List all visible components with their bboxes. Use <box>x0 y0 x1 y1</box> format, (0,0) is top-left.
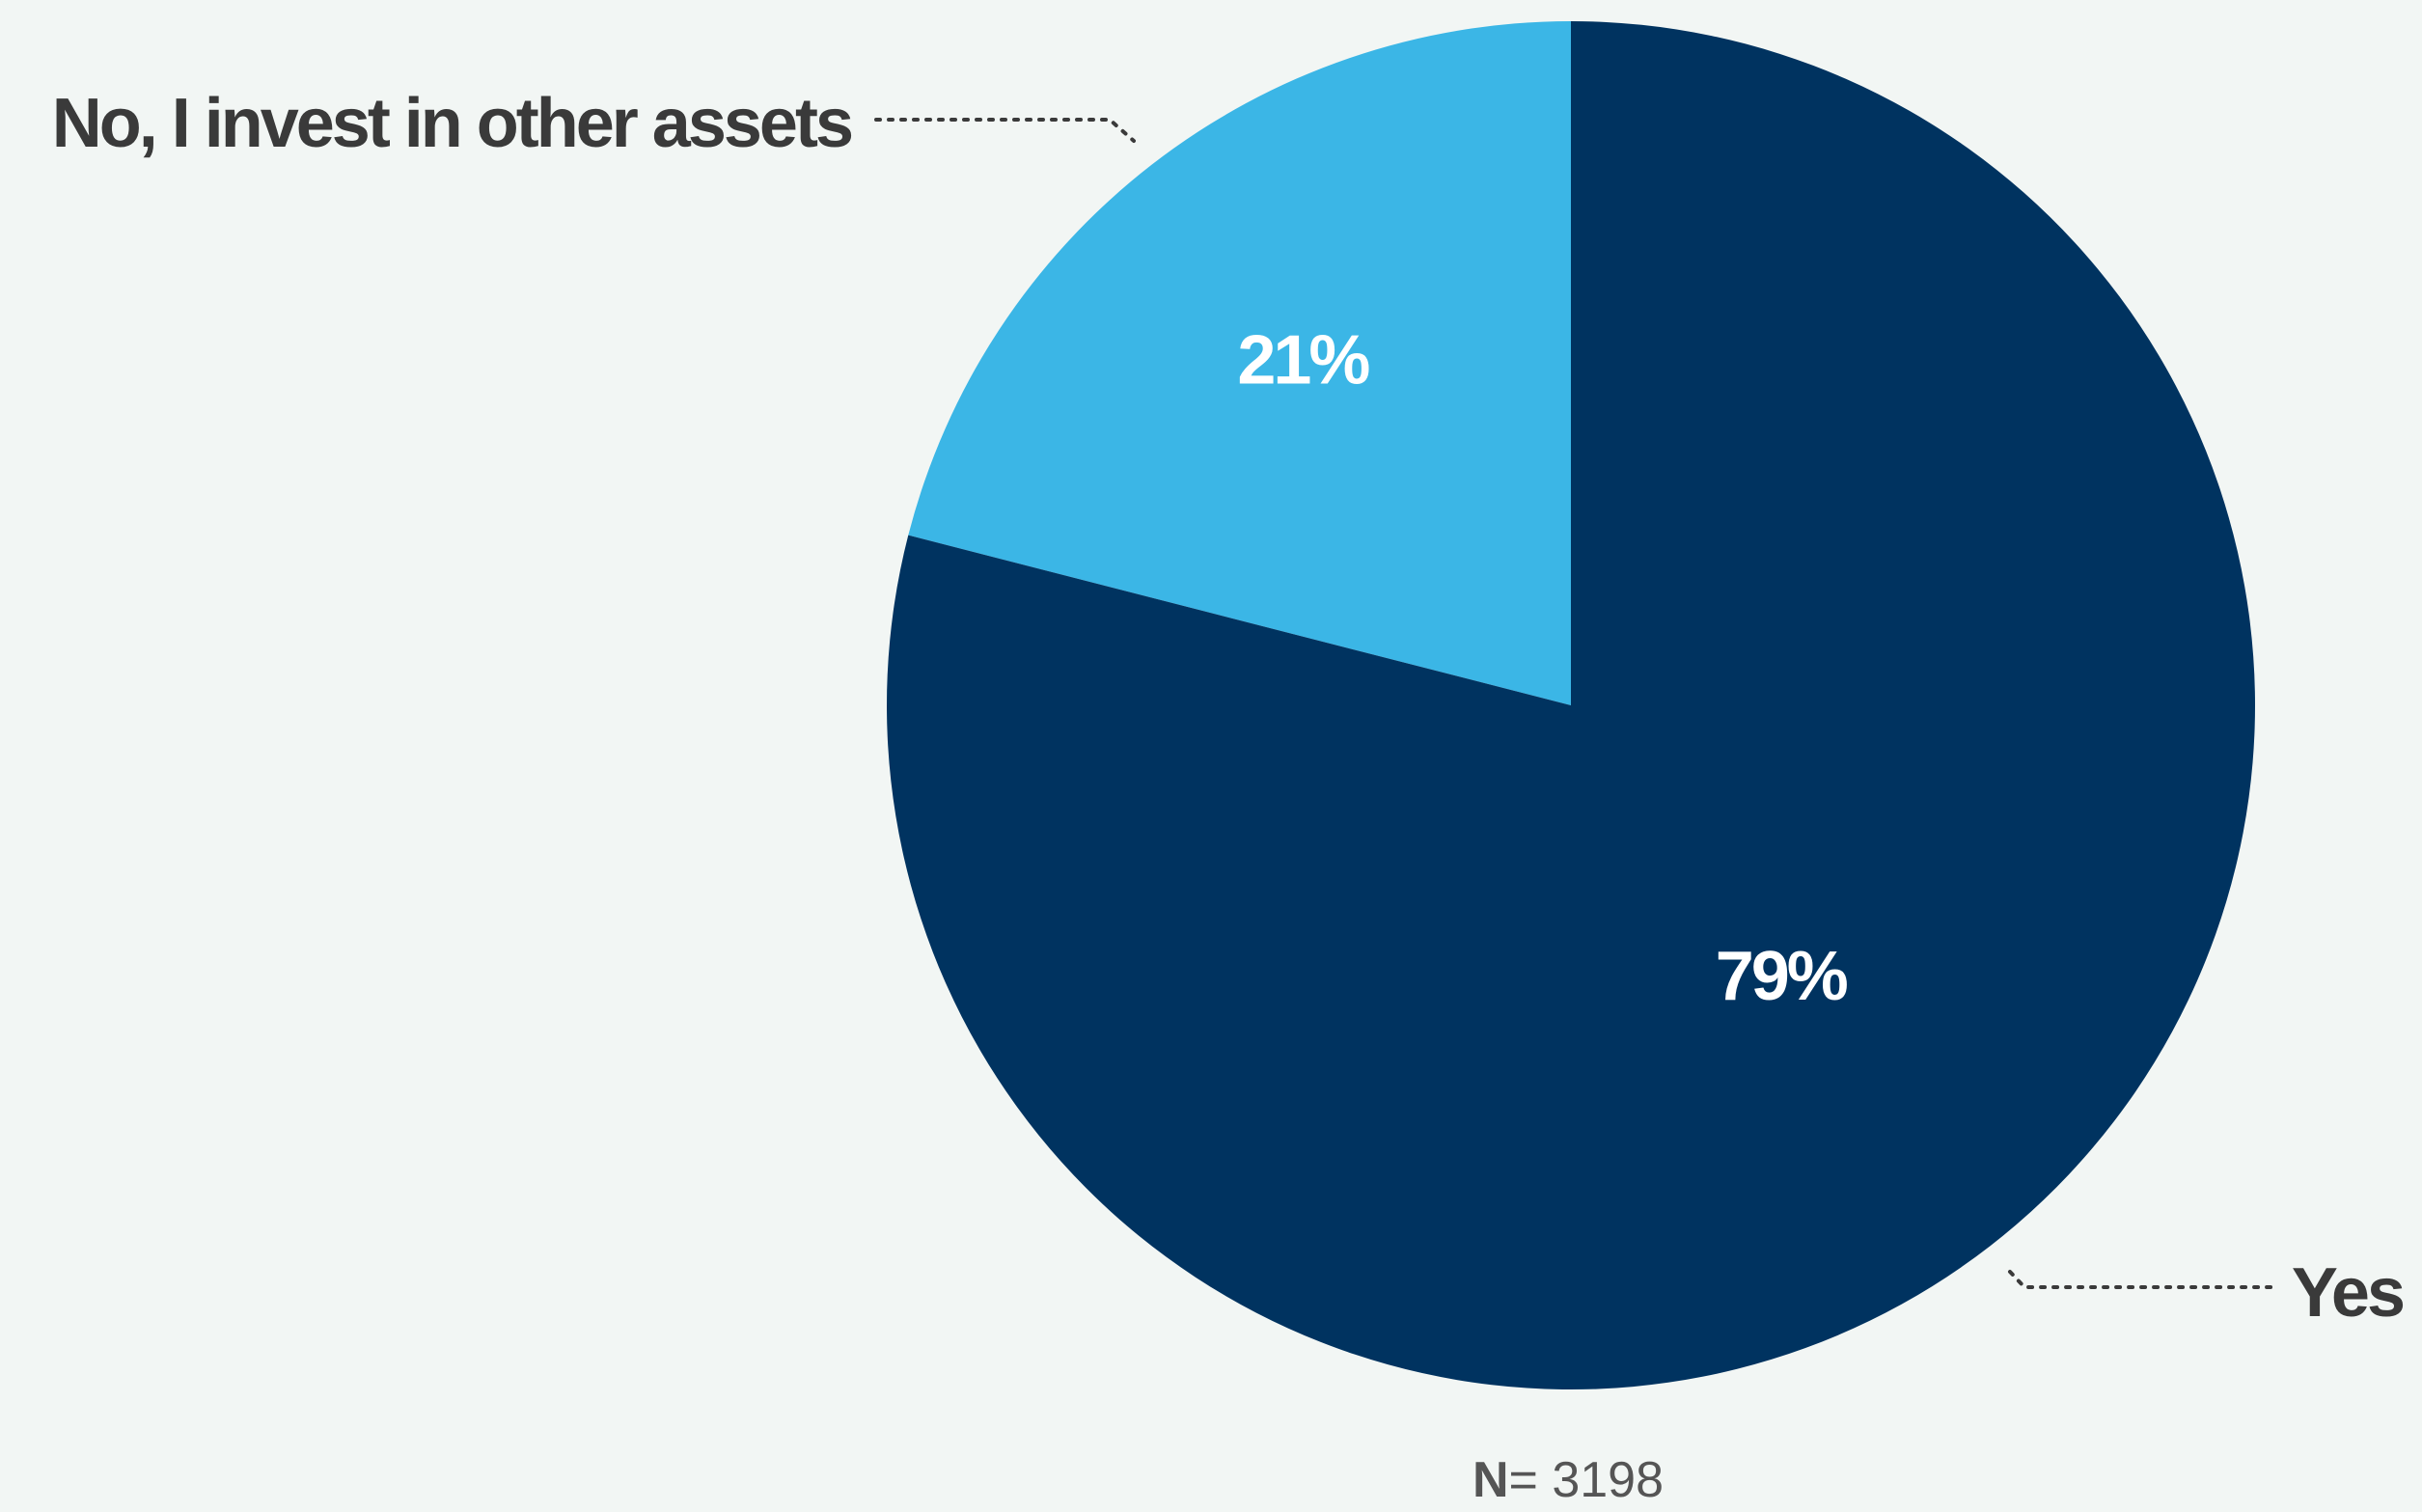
pie-slice-no-i-invest-in-other-assets <box>908 21 1571 705</box>
slice-value-label-no-i-invest-in-other-assets: 21% <box>1237 321 1369 399</box>
pie-slice-yes <box>886 21 2255 1389</box>
callout-label-no-i-invest-in-other-assets: No, I invest in other assets <box>52 85 852 162</box>
sample-size-note: N= 3198 <box>0 1455 2422 1505</box>
slice-value-label-yes: 79% <box>1716 938 1848 1015</box>
callout-label-yes: Yes <box>2292 1254 2404 1332</box>
callout-leader-no-i-invest-in-other-assets <box>874 118 1136 143</box>
sample-size-letter: N <box>1472 1452 1509 1508</box>
sample-size-value: = 3198 <box>1508 1452 1665 1508</box>
callout-leader-yes <box>2008 1270 2274 1289</box>
